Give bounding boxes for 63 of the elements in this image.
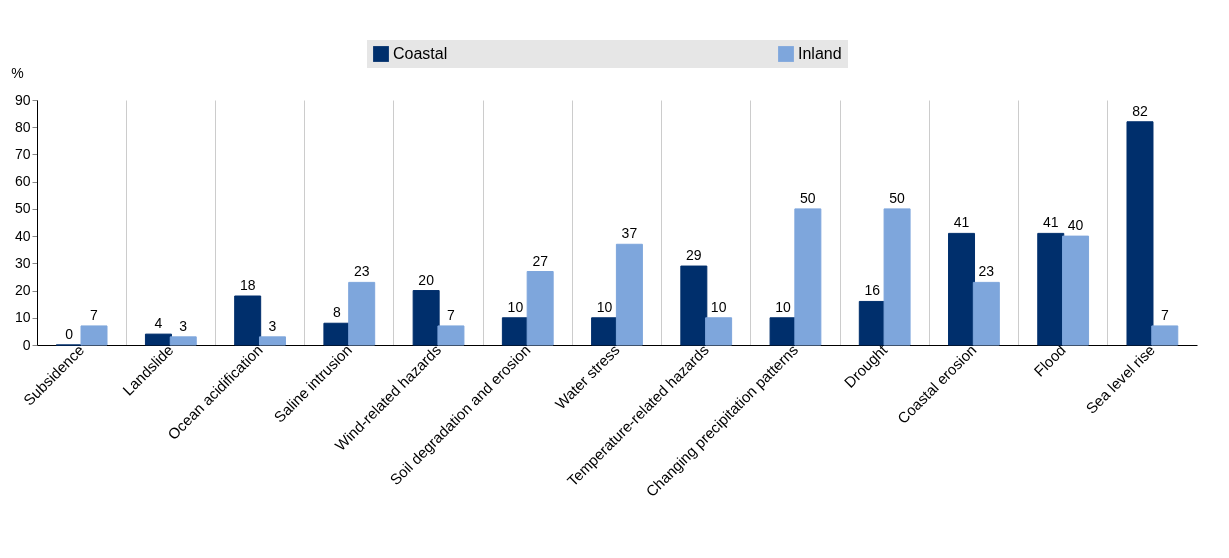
bar <box>501 317 529 346</box>
data-label: 7 <box>447 306 456 323</box>
y-tick-label: 50 <box>14 200 31 217</box>
bar <box>323 322 351 346</box>
data-label: 37 <box>621 225 638 242</box>
data-label: 27 <box>532 252 549 269</box>
bar <box>883 208 911 346</box>
y-tick-label: 60 <box>14 173 31 190</box>
bar <box>80 325 108 346</box>
data-label: 40 <box>1067 217 1084 234</box>
bar <box>169 336 197 346</box>
y-tick-label: 20 <box>14 282 31 299</box>
y-axis-title: % <box>11 64 24 81</box>
data-label: 20 <box>418 271 435 288</box>
bar <box>615 243 643 346</box>
bar <box>769 317 797 346</box>
bar <box>258 336 286 346</box>
data-label: 16 <box>864 282 881 299</box>
y-tick-label: 40 <box>14 227 31 244</box>
bar <box>348 281 376 346</box>
bar <box>144 333 172 346</box>
data-label: 0 <box>65 326 74 342</box>
bar <box>680 265 708 346</box>
bar <box>1151 325 1179 346</box>
data-label: 18 <box>239 277 256 293</box>
data-label: 41 <box>953 214 970 231</box>
legend-label: Inland <box>798 45 842 62</box>
bar <box>1062 235 1090 346</box>
data-label: 23 <box>978 263 995 280</box>
data-label: 8 <box>333 304 342 321</box>
data-label: 10 <box>507 298 524 315</box>
data-label: 10 <box>775 298 792 315</box>
bar <box>972 281 1000 346</box>
data-label: 10 <box>596 298 613 315</box>
bar <box>1126 121 1154 346</box>
bar <box>591 317 619 346</box>
bar <box>705 317 733 346</box>
y-tick-label: 90 <box>14 91 31 108</box>
data-label: 4 <box>154 315 163 332</box>
bar <box>794 208 822 346</box>
bar <box>1037 232 1065 346</box>
bar <box>526 271 554 346</box>
bar <box>948 232 976 346</box>
data-label: 23 <box>353 263 370 280</box>
data-label: 82 <box>1132 102 1148 119</box>
data-label: 10 <box>710 298 727 315</box>
data-label: 29 <box>686 247 702 264</box>
bar <box>234 295 262 346</box>
y-tick-label: 10 <box>14 309 31 326</box>
data-label: 7 <box>1160 306 1169 323</box>
data-label: 41 <box>1042 214 1059 231</box>
y-tick-label: 80 <box>14 118 31 135</box>
bar <box>437 325 465 346</box>
data-label: 7 <box>90 306 99 323</box>
data-label: 50 <box>800 189 816 206</box>
bar <box>412 290 440 346</box>
data-label: 50 <box>889 189 906 206</box>
legend-label: Coastal <box>393 45 448 62</box>
data-label: 3 <box>268 317 277 334</box>
bar <box>858 300 886 346</box>
y-tick-label: 70 <box>14 145 31 162</box>
y-tick-label: 30 <box>14 254 31 271</box>
data-label: 3 <box>179 317 188 334</box>
